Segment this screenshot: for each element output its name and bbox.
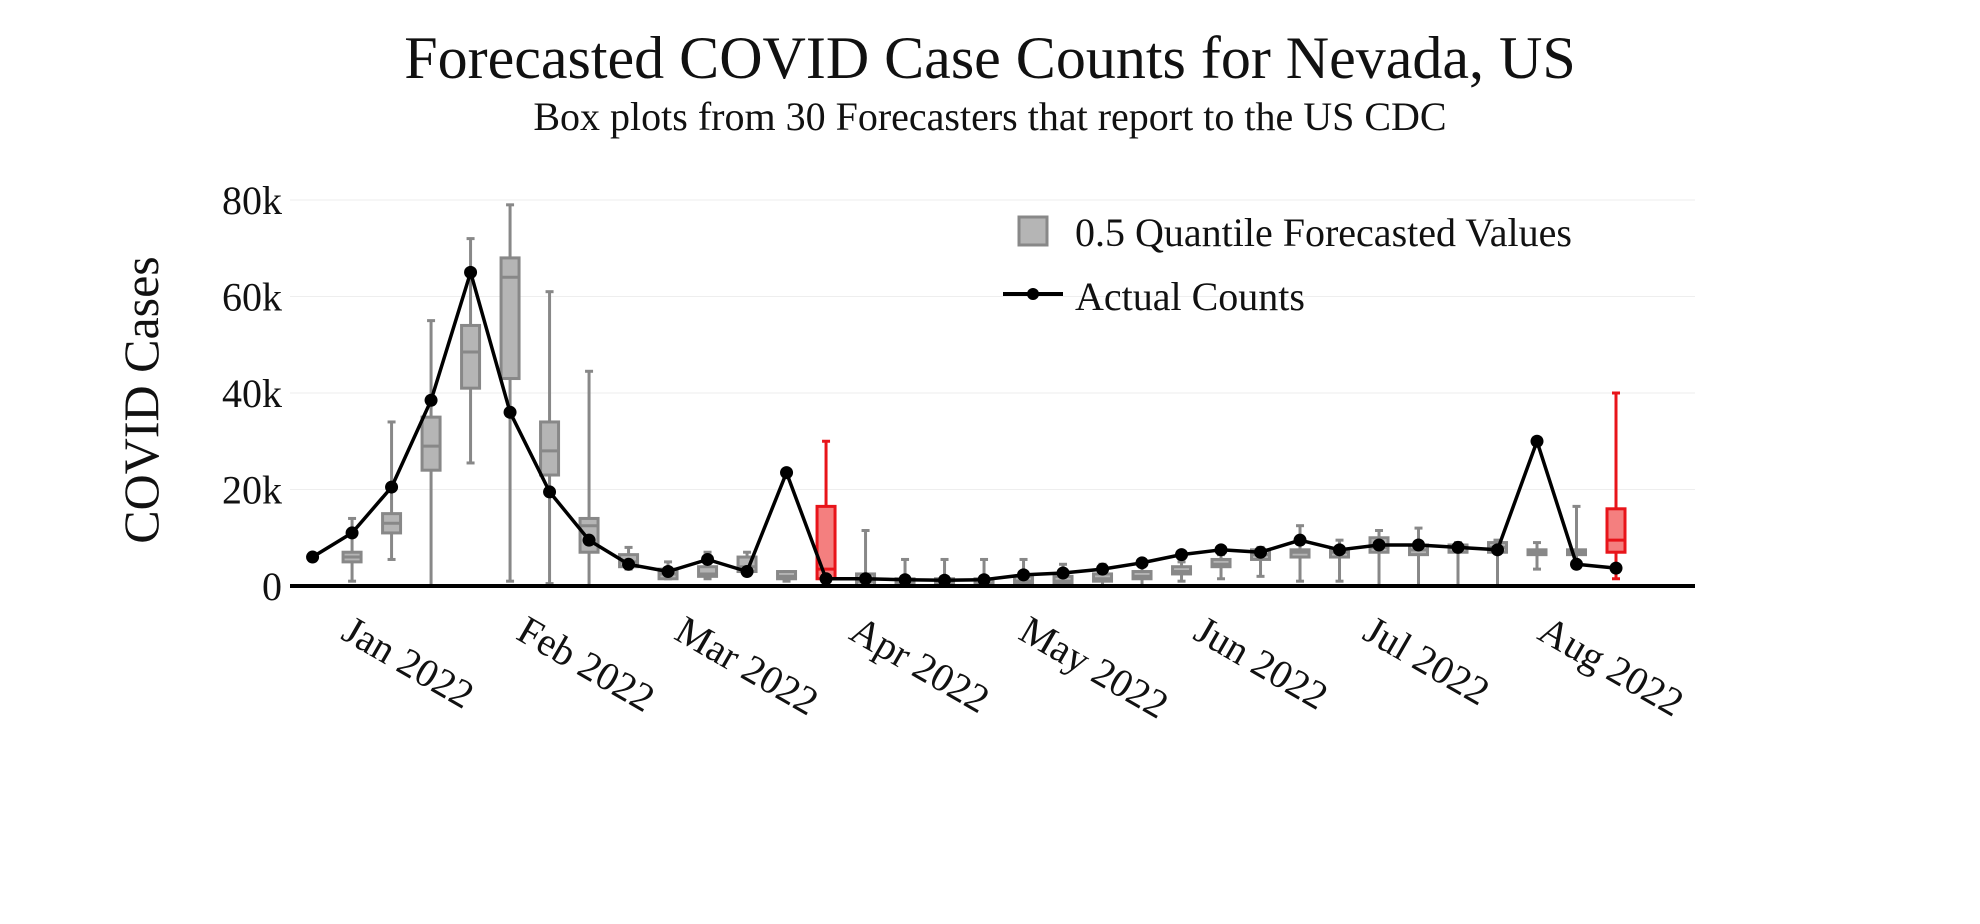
actual-counts-line [311, 270, 1617, 582]
actual-count-point [543, 485, 557, 499]
box-plot [460, 237, 482, 465]
box-iqr [539, 420, 561, 477]
legend-label-line: Actual Counts [1075, 274, 1305, 319]
actual-count-point [1530, 434, 1544, 448]
actual-count-point [345, 526, 359, 540]
chart-title: Forecasted COVID Case Counts for Nevada,… [404, 25, 1576, 91]
actual-count-point [1214, 543, 1228, 557]
actual-count-point [701, 552, 715, 566]
box-plot [1408, 526, 1430, 588]
actual-count-point [1372, 538, 1386, 552]
x-tick-label: Aug 2022 [1531, 607, 1691, 725]
box-iqr [420, 415, 442, 472]
box-plot [1526, 541, 1548, 571]
gridlines [290, 199, 1695, 490]
actual-count-point [1096, 562, 1110, 576]
actual-count-point [1412, 538, 1426, 552]
actual-count-point [1135, 556, 1149, 570]
actual-count-point [385, 480, 399, 494]
box-plot [539, 290, 561, 586]
box-iqr [460, 323, 482, 390]
actual-count-point [938, 573, 952, 587]
box-plot [381, 420, 403, 561]
actual-count-point [1609, 561, 1623, 575]
actual-count-point [740, 565, 754, 579]
y-tick-label: 20k [222, 468, 282, 513]
x-tick-label: Jun 2022 [1187, 607, 1336, 719]
x-tick-label: Jan 2022 [335, 607, 482, 718]
x-tick-label: Mar 2022 [668, 607, 826, 724]
box-plot [776, 570, 798, 583]
box-plot [1566, 504, 1588, 566]
box-iqr [697, 565, 719, 578]
actual-count-point [464, 265, 478, 279]
x-tick-label: Apr 2022 [843, 607, 997, 722]
actual-count-point [1570, 557, 1584, 571]
actual-count-point [1017, 568, 1031, 582]
actual-count-point [859, 572, 873, 586]
actual-count-point [898, 573, 912, 587]
box-series [341, 203, 1627, 588]
actual-count-point [1451, 540, 1465, 554]
legend: 0.5 Quantile Forecasted Values Actual Co… [1003, 210, 1572, 319]
actual-count-point [622, 557, 636, 571]
actual-count-point [661, 565, 675, 579]
actual-count-point [1491, 543, 1505, 557]
legend-label-box: 0.5 Quantile Forecasted Values [1075, 210, 1572, 255]
x-tick-label: Feb 2022 [510, 607, 662, 721]
actual-count-point [1333, 543, 1347, 557]
actual-count-point [1254, 545, 1268, 559]
actual-count-point [780, 466, 794, 480]
actual-count-point [503, 405, 517, 419]
actual-count-point [1056, 566, 1070, 580]
x-tick-label: Jul 2022 [1356, 607, 1497, 714]
actual-count-point [1293, 533, 1307, 547]
actual-count-point [1175, 548, 1189, 562]
box-plot [1171, 560, 1193, 583]
actual-count-point [977, 573, 991, 587]
y-tick-label: 60k [222, 275, 282, 320]
actual-count-point [819, 572, 833, 586]
actual-count-point [424, 393, 438, 407]
box-iqr [1605, 507, 1627, 554]
box-plot [1605, 391, 1627, 581]
legend-swatch-box [1017, 215, 1049, 247]
actual-count-point [306, 550, 320, 564]
actual-counts-series [306, 265, 1623, 587]
box-plot [815, 439, 837, 588]
legend-swatch-marker [1027, 288, 1039, 300]
y-tick-label: 0 [262, 564, 282, 609]
box-plot [578, 369, 600, 588]
chart-subtitle: Box plots from 30 Forecasters that repor… [533, 94, 1447, 139]
x-tick-label: May 2022 [1012, 607, 1176, 728]
box-plot [420, 319, 442, 588]
box-plot [341, 516, 363, 583]
y-axis-title: COVID Cases [113, 256, 169, 543]
y-tick-label: 80k [222, 178, 282, 223]
actual-count-point [582, 533, 596, 547]
axes: 0 20k 40k 60k 80k Jan 2022 Feb 2022 Mar 2022 Apr… [222, 178, 1695, 727]
y-tick-label: 40k [222, 371, 282, 416]
box-plot [1210, 553, 1232, 581]
box-iqr [499, 256, 521, 381]
